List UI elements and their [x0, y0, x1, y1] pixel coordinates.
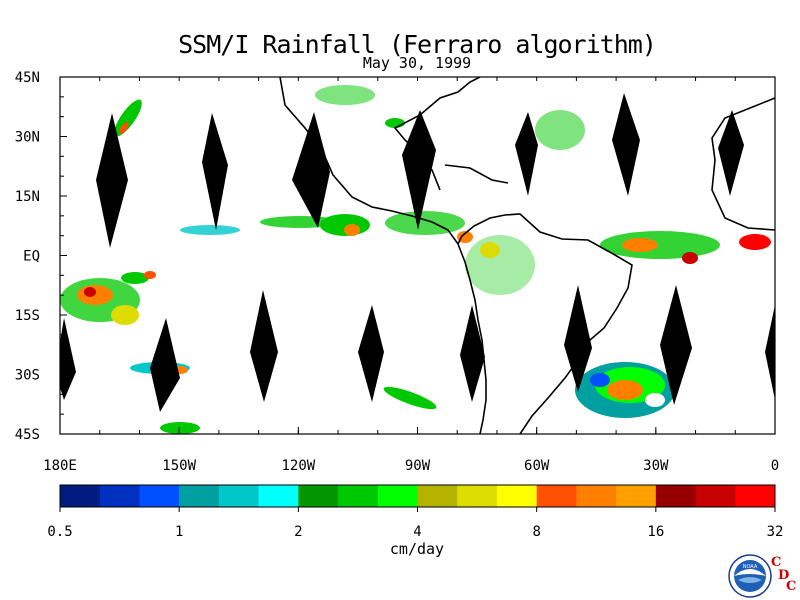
lon-label-5: 30W	[643, 458, 669, 474]
rain-core-itcz-east	[344, 224, 360, 236]
colorbar-swatch-10	[457, 485, 498, 507]
orbit-gap-8	[60, 318, 76, 400]
rain-patch-south-atlantic-3	[590, 373, 610, 387]
orbit-gap-14	[660, 285, 692, 405]
lat-label-1: 30N	[15, 130, 40, 146]
colorbar-tick-label-4: 8	[532, 524, 540, 540]
colorbar-tick-label-3: 4	[413, 524, 421, 540]
latitude-axis: 45N 30N 15N EQ 15S 30S 45S	[15, 70, 67, 443]
colorbar-tick-label-5: 16	[647, 524, 664, 540]
lat-label-2: 15N	[15, 189, 40, 205]
colorbar-swatch-13	[576, 485, 617, 507]
rain-core-north-pacific	[119, 122, 129, 134]
colorbar-unit: cm/day	[389, 540, 445, 558]
rain-south-pacific-east	[383, 386, 437, 410]
colorbar-tick-label-1: 1	[175, 524, 183, 540]
lon-label-3: 90W	[405, 458, 431, 474]
colorbar-swatch-2	[139, 485, 180, 507]
lon-label-2: 120W	[281, 458, 315, 474]
orbit-gap-1	[96, 113, 128, 248]
rain-north-atlantic	[535, 110, 585, 150]
lon-label-6: 0	[771, 458, 779, 474]
orbit-gap-5	[515, 112, 538, 196]
cdc-letter-d: D	[778, 568, 790, 583]
colorbar-swatch-15	[655, 485, 697, 507]
orbit-gap-15	[765, 305, 775, 400]
orbit-gaps	[60, 93, 775, 412]
colorbar-swatch-6	[298, 485, 339, 507]
rain-amazon-2	[480, 242, 500, 258]
longitude-axis: 180E 150W 120W 90W 60W 30W 0	[43, 77, 779, 474]
orbit-gap-6	[612, 93, 640, 196]
orbit-gap-13	[564, 285, 592, 392]
cdc-letter-c1: C	[771, 555, 782, 570]
rain-gap-south-atlantic	[645, 393, 665, 407]
rain-itcz-west	[180, 225, 240, 235]
orbit-gap-9	[150, 318, 180, 412]
colorbar-tick-label-0: 0.5	[47, 524, 72, 540]
colorbar-swatch-9	[417, 485, 458, 507]
colorbar-swatch-14	[616, 485, 657, 507]
coastline-caribbean-islands	[444, 164, 509, 184]
lat-label-6: 45S	[15, 427, 40, 443]
rain-atlantic-itcz	[600, 231, 720, 259]
noaa-logo: NOAA	[728, 554, 772, 598]
lat-label-3: EQ	[23, 249, 40, 265]
colorbar-swatch-8	[377, 485, 418, 507]
rain-core-south-pacific-west	[77, 285, 113, 305]
orbit-gap-10	[250, 290, 278, 402]
rain-amazon	[465, 235, 535, 295]
rain-peak-atlantic-itcz	[682, 252, 698, 264]
colorbar-swatch-0	[60, 485, 101, 507]
colorbar-swatch-16	[695, 485, 736, 507]
rain-core-central-america	[457, 231, 473, 243]
colorbar-swatch-17	[735, 485, 776, 507]
lon-label-0: 180E	[43, 458, 77, 474]
colorbar-swatch-1	[99, 485, 140, 507]
colorbar-tick-label-6: 32	[767, 524, 784, 540]
orbit-gap-2	[202, 113, 228, 230]
map-content	[60, 77, 775, 434]
rain-central-america	[385, 211, 465, 235]
rain-core-atlantic-itcz	[622, 238, 658, 252]
map-title: SSM/I Rainfall (Ferraro algorithm)	[178, 30, 657, 59]
rain-patches	[60, 85, 771, 434]
rain-patch-south-pacific-west-3	[121, 272, 149, 284]
colorbar-ticks: 0.5 1 2 4 8 16 32	[47, 507, 783, 540]
coastline-south-america-west	[457, 243, 487, 434]
map-date: May 30, 1999	[362, 54, 472, 72]
cdc-letter-c2: C	[786, 579, 797, 594]
orbit-gap-3	[292, 112, 330, 228]
lat-label-5: 30S	[15, 368, 40, 384]
rain-south-pacific-south	[160, 422, 200, 434]
rain-core-south-pacific-west-3	[144, 271, 156, 279]
lat-label-4: 15S	[15, 308, 40, 324]
orbit-gap-12	[460, 305, 485, 402]
colorbar-swatch-7	[338, 485, 379, 507]
orbit-gap-4	[402, 110, 436, 230]
lat-label-0: 45N	[15, 70, 40, 86]
noaa-logo-text: NOAA	[743, 564, 758, 570]
orbit-gap-11	[358, 305, 384, 402]
rain-north-america	[315, 85, 375, 105]
lon-label-1: 150W	[162, 458, 196, 474]
colorbar-tick-label-2: 2	[294, 524, 302, 540]
colorbar	[59, 484, 776, 508]
colorbar-swatch-12	[536, 485, 577, 507]
rain-core-south-atlantic	[607, 380, 643, 400]
colorbar-swatch-4	[218, 485, 260, 507]
colorbar-swatch-11	[496, 485, 538, 507]
colorbar-swatch-5	[258, 485, 299, 507]
lon-label-4: 60W	[524, 458, 550, 474]
rain-patch-south-pacific-west-2	[111, 305, 139, 325]
rain-africa-coast	[739, 234, 771, 250]
coastline-africa-west	[711, 97, 775, 231]
rain-north-america-2	[385, 118, 405, 128]
colorbar-swatch-3	[179, 485, 220, 507]
rain-peak-south-pacific-west	[84, 287, 96, 297]
orbit-gap-7	[718, 110, 744, 196]
